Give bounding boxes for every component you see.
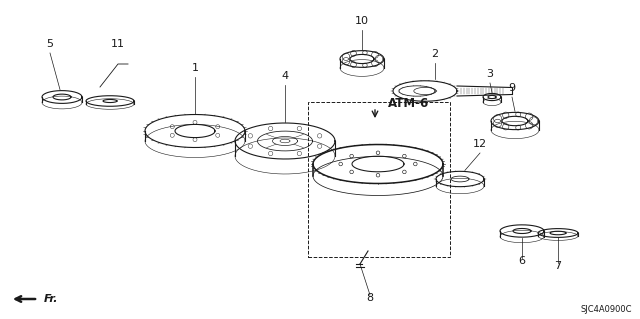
Text: 3: 3 bbox=[486, 69, 493, 79]
Text: 12: 12 bbox=[473, 139, 487, 149]
Text: 1: 1 bbox=[191, 63, 198, 73]
Text: 8: 8 bbox=[367, 293, 374, 303]
Text: 9: 9 bbox=[508, 83, 516, 93]
Text: Fr.: Fr. bbox=[44, 294, 58, 304]
Text: 6: 6 bbox=[518, 256, 525, 266]
Bar bbox=[308, 102, 450, 257]
Text: ATM-6: ATM-6 bbox=[388, 98, 429, 110]
Text: 2: 2 bbox=[431, 49, 438, 59]
Text: 7: 7 bbox=[554, 261, 561, 271]
Text: 10: 10 bbox=[355, 16, 369, 26]
Text: SJC4A0900C: SJC4A0900C bbox=[580, 305, 632, 314]
Text: 5: 5 bbox=[47, 39, 54, 49]
Text: 4: 4 bbox=[282, 71, 289, 81]
Text: 11: 11 bbox=[111, 39, 125, 49]
